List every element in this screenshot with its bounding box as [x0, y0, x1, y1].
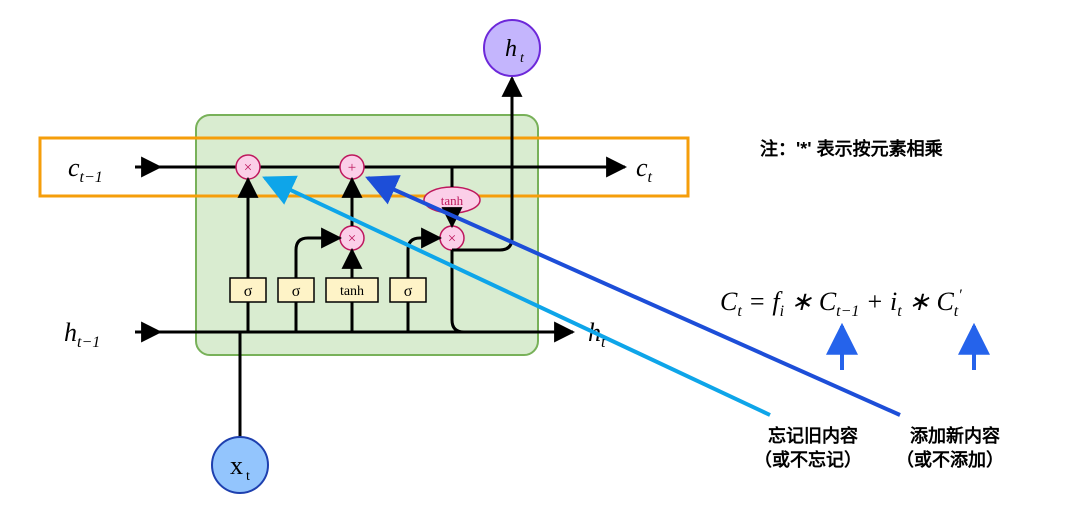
svg-text:×: × — [348, 231, 356, 247]
c-prev-label: ct−1 — [68, 153, 103, 186]
svg-text:+: + — [348, 160, 356, 176]
note-text: 注：'*' 表示按元素相乘 — [760, 138, 943, 159]
tanh-output: tanh — [424, 187, 480, 213]
svg-text:ct: ct — [636, 153, 653, 186]
c-next-label: ct — [636, 153, 653, 186]
svg-text:x: x — [230, 451, 243, 480]
svg-text:×: × — [448, 231, 456, 247]
forget-mult-op: × — [236, 155, 260, 179]
svg-text:（或不添加）: （或不添加） — [896, 449, 1004, 470]
h-prev-label: ht−1 — [64, 318, 100, 351]
ht-output-circle: h t — [484, 20, 540, 76]
candidate-tanh-gate: tanh — [326, 278, 378, 302]
svg-text:ht−1: ht−1 — [64, 318, 100, 351]
annot-forget: 忘记旧内容 （或不忘记） — [754, 425, 862, 470]
output-mult-op: × — [440, 226, 464, 250]
svg-text:ct−1: ct−1 — [68, 153, 103, 186]
input-mult-op: × — [340, 226, 364, 250]
svg-text:t: t — [246, 469, 250, 484]
cell-state-equation: Ct = fi ∗ Ct−1 + it ∗ Ct′ — [720, 287, 962, 322]
input-gate-sigma: σ — [278, 278, 314, 302]
svg-text:tanh: tanh — [441, 193, 464, 208]
svg-text:h: h — [505, 36, 517, 62]
svg-text:σ: σ — [244, 283, 253, 300]
svg-text:×: × — [244, 160, 252, 176]
svg-text:tanh: tanh — [340, 284, 364, 299]
forget-gate-sigma: σ — [230, 278, 266, 302]
xt-input-circle: x t — [212, 437, 268, 493]
output-gate-sigma: σ — [390, 278, 426, 302]
svg-text:添加新内容: 添加新内容 — [910, 425, 1000, 446]
annot-add: 添加新内容 （或不添加） — [896, 425, 1004, 470]
add-op: + — [340, 155, 364, 179]
lstm-diagram: σ σ tanh σ × + × × tanh — [0, 0, 1080, 515]
svg-text:Ct = fi ∗ Ct−1: Ct = fi ∗ Ct−1 + it ∗ Ct′ — [720, 287, 962, 322]
svg-text:σ: σ — [292, 283, 301, 300]
svg-text:σ: σ — [404, 283, 413, 300]
svg-text:（或不忘记）: （或不忘记） — [754, 449, 862, 470]
svg-text:忘记旧内容: 忘记旧内容 — [768, 425, 858, 446]
